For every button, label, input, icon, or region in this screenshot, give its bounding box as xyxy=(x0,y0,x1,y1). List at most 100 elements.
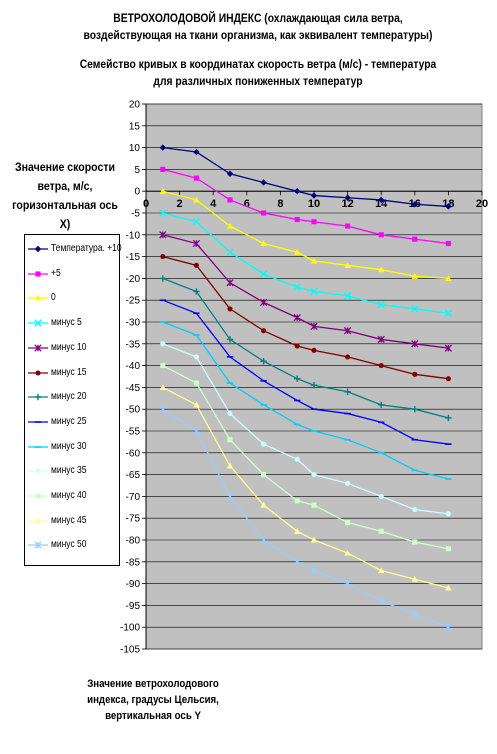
legend: Температура. +10 +5 0 минус 5 минус 10 минус … xyxy=(24,234,122,566)
data-point xyxy=(310,287,318,296)
data-point xyxy=(193,262,199,268)
data-point xyxy=(261,441,267,447)
series-3 xyxy=(159,209,453,317)
data-point xyxy=(226,336,234,343)
x-tick-label: 10 xyxy=(308,198,320,210)
data-point xyxy=(445,584,452,591)
data-point xyxy=(310,257,318,264)
legend-swatch xyxy=(28,344,48,352)
data-point xyxy=(35,369,41,376)
y-tick-label: -105 xyxy=(120,645,140,656)
series-line xyxy=(162,255,449,380)
y-tick-label: -50 xyxy=(126,405,141,416)
data-point xyxy=(311,472,317,478)
y-tick-label: -95 xyxy=(126,601,141,612)
data-point xyxy=(226,222,234,229)
data-point xyxy=(160,363,166,369)
x-tick-label: 12 xyxy=(341,198,353,210)
data-point xyxy=(34,295,42,301)
x-axis-label: Значение скорости ветра, м/с, горизонтал… xyxy=(12,160,118,231)
series-9 xyxy=(160,341,451,517)
data-point xyxy=(445,376,451,382)
legend-item: Температура. +10 xyxy=(27,241,122,257)
y-tick-label: -60 xyxy=(126,448,141,459)
data-point xyxy=(378,232,384,238)
data-point xyxy=(159,188,166,194)
data-point xyxy=(293,313,301,322)
data-point xyxy=(159,405,167,413)
legend-label: минус 45 xyxy=(51,514,87,526)
series-line xyxy=(162,212,449,314)
data-point xyxy=(294,343,300,349)
legend-item: минус 50 xyxy=(27,537,117,553)
data-point xyxy=(294,216,300,223)
legend-swatch xyxy=(28,468,48,474)
data-point xyxy=(377,597,385,605)
series-line xyxy=(162,321,449,480)
data-point xyxy=(259,270,268,278)
data-point xyxy=(34,517,42,524)
data-point xyxy=(293,283,301,291)
data-point xyxy=(343,327,352,335)
data-point xyxy=(193,196,200,203)
data-point xyxy=(310,566,318,575)
data-point xyxy=(411,201,418,208)
legend-label: минус 40 xyxy=(51,490,87,501)
data-point xyxy=(445,275,452,281)
y-tick-label: 20 xyxy=(129,100,141,111)
data-point xyxy=(260,240,267,247)
data-point xyxy=(35,468,41,474)
data-point xyxy=(412,236,418,242)
series-line xyxy=(162,277,449,419)
data-point xyxy=(193,354,199,360)
series-line xyxy=(162,386,449,589)
legend-swatch xyxy=(28,493,48,499)
data-point xyxy=(411,406,418,413)
data-point xyxy=(344,388,351,395)
series-8 xyxy=(159,321,452,480)
data-point xyxy=(192,427,201,435)
legend-swatch xyxy=(28,295,48,301)
legend-item: минус 20 xyxy=(27,389,117,405)
data-point xyxy=(445,511,451,517)
data-point xyxy=(159,275,166,282)
data-point xyxy=(412,539,418,545)
y-tick-label: -90 xyxy=(126,579,141,590)
legend-swatch xyxy=(28,319,48,327)
legend-label: Температура. +10 xyxy=(51,243,122,254)
data-point xyxy=(294,188,301,195)
data-point xyxy=(159,231,167,239)
data-point xyxy=(226,170,234,177)
y-tick-label: -65 xyxy=(126,470,141,481)
x-tick-label: 2 xyxy=(177,198,183,210)
data-point xyxy=(344,262,351,268)
legend-label: минус 30 xyxy=(51,440,87,452)
data-point xyxy=(193,288,200,295)
y-tick-label: -75 xyxy=(126,514,141,525)
legend-swatch xyxy=(28,271,48,277)
data-point xyxy=(159,209,167,217)
y-tick-label: 0 xyxy=(134,187,140,198)
series-line xyxy=(162,408,449,628)
y-tick-label: -35 xyxy=(126,339,141,350)
data-point xyxy=(343,579,352,588)
data-point xyxy=(445,546,451,552)
chart-title: ВЕТРОХОЛОДОВОЙ ИНДЕКС (охлаждающая сила … xyxy=(83,11,433,42)
data-point xyxy=(226,462,234,469)
legend-label: минус 20 xyxy=(51,391,87,403)
x-tick-label: 0 xyxy=(143,198,149,210)
data-point xyxy=(311,347,317,353)
data-point xyxy=(378,567,385,574)
data-point xyxy=(227,306,233,312)
data-point xyxy=(226,492,234,501)
y-tick-label: -25 xyxy=(126,296,141,307)
data-point xyxy=(293,558,301,566)
data-point xyxy=(378,196,385,204)
data-point xyxy=(193,148,200,156)
data-point xyxy=(193,401,200,408)
data-point xyxy=(160,166,166,172)
data-point xyxy=(259,536,268,544)
series-line xyxy=(162,146,449,208)
data-point xyxy=(345,354,351,360)
y-axis-label: Значение ветрохолодового индекса, градус… xyxy=(87,678,219,722)
